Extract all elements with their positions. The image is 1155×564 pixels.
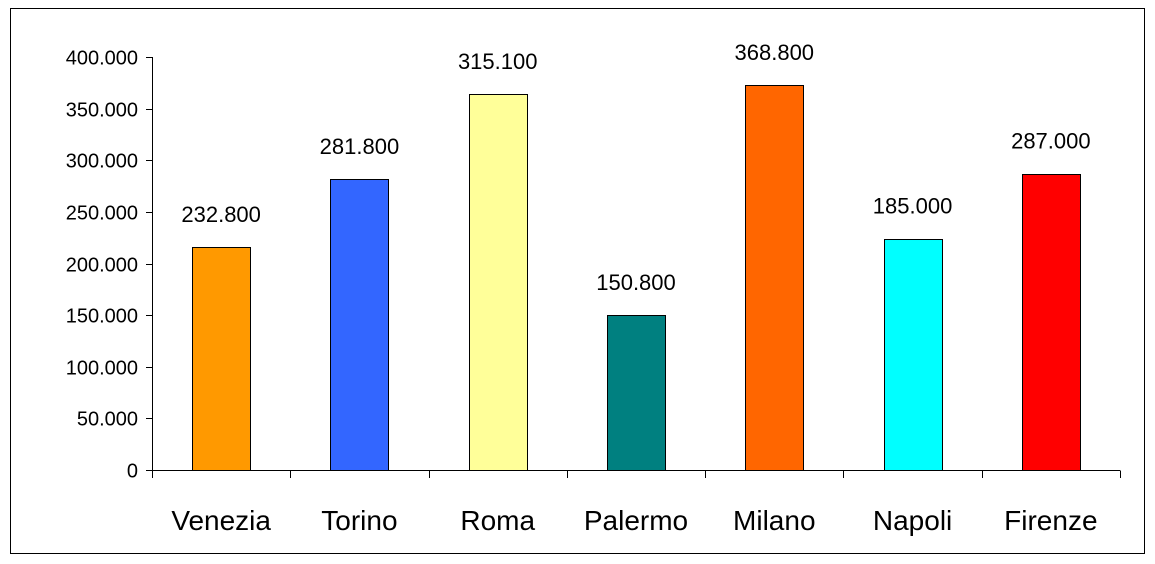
bar-palermo <box>607 315 666 471</box>
x-tick-label: Torino <box>321 505 397 536</box>
bars <box>192 85 1081 471</box>
x-axis: Venezia Torino Roma Palermo Milano Napoli Fire… <box>152 470 1121 536</box>
data-label: 287.000 <box>1011 129 1091 154</box>
bar-firenze <box>1022 174 1081 471</box>
bar-napoli <box>884 239 943 471</box>
data-label: 368.800 <box>735 40 815 65</box>
bar-milano <box>745 85 804 471</box>
chart-frame <box>10 8 1145 554</box>
data-label: 150.800 <box>596 270 676 295</box>
y-tick-label: 150.000 <box>66 306 138 328</box>
y-tick-label: 400.000 <box>66 48 138 70</box>
y-tick-label: 50.000 <box>77 409 138 431</box>
bar-venezia <box>192 247 251 471</box>
data-labels: 232.800 281.800 315.100 150.800 368.800 185.0… <box>181 40 1090 295</box>
x-tick-label: Firenze <box>1004 505 1097 536</box>
data-label: 281.800 <box>320 134 400 159</box>
y-tick-label: 0 <box>127 461 138 483</box>
y-tick-label: 250.000 <box>66 203 138 225</box>
x-tick-label: Palermo <box>584 505 688 536</box>
bar-torino <box>330 179 389 471</box>
bar-roma <box>469 94 528 471</box>
y-tick-label: 100.000 <box>66 358 138 380</box>
y-axis: 0 50.000 100.000 150.000 200.000 250.000 300.0… <box>66 48 153 483</box>
data-label: 232.800 <box>181 202 261 227</box>
x-tick-label: Roma <box>460 505 535 536</box>
data-label: 185.000 <box>873 194 953 219</box>
x-tick-label: Napoli <box>873 505 952 536</box>
y-tick-label: 300.000 <box>66 151 138 173</box>
data-label: 315.100 <box>458 49 538 74</box>
y-tick-label: 350.000 <box>66 100 138 122</box>
x-tick-label: Milano <box>733 505 815 536</box>
x-tick-label: Venezia <box>171 505 271 536</box>
y-tick-label: 200.000 <box>66 255 138 277</box>
